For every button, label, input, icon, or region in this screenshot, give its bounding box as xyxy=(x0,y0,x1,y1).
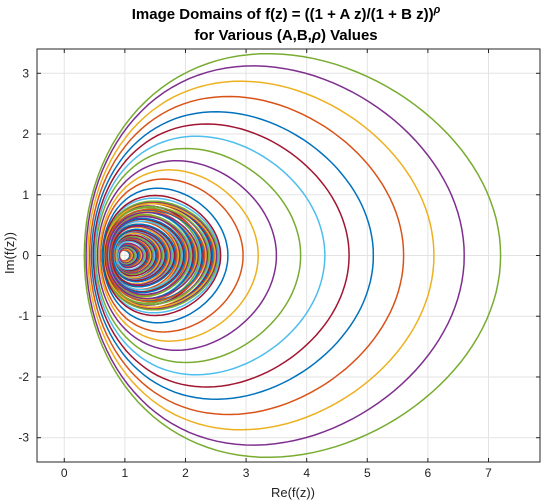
curve-series xyxy=(118,247,135,264)
x-tick-label: 4 xyxy=(303,466,310,480)
curve-series xyxy=(93,135,326,376)
curve-series xyxy=(85,65,465,446)
curve-series xyxy=(98,169,259,342)
x-axis-label: Re(f(z)) xyxy=(271,485,315,500)
curve-layer xyxy=(83,52,502,459)
curve-series xyxy=(88,95,405,416)
chart-title-superscript: ρ xyxy=(433,4,441,16)
curve-series xyxy=(99,178,244,333)
x-tick-label: 6 xyxy=(425,466,432,480)
grid-lines xyxy=(37,49,540,462)
chart-title-text: Image Domains of f(z) = ((1 + A z)/(1 + … xyxy=(132,6,434,23)
curve-series xyxy=(109,220,178,291)
x-tick-label: 7 xyxy=(485,466,492,480)
chart-title-line-2: for Various (A,B,ρ) Values xyxy=(194,27,377,44)
x-tick-label: 0 xyxy=(61,466,68,480)
chart-title-line-2-symbol: ρ xyxy=(311,27,321,44)
curve-series xyxy=(101,187,229,324)
y-tick-label: 3 xyxy=(22,66,29,80)
y-tick-label: 1 xyxy=(22,188,29,202)
chart-title-line-2-post: ) Values xyxy=(321,27,378,44)
chart-title-line-2-pre: for Various (A,B, xyxy=(194,27,312,44)
tick-layer: 0 1 2 3 4 5 6 7 -3 -2 -1 0 1 2 3 xyxy=(18,49,540,480)
x-tick-label: 3 xyxy=(243,466,250,480)
curve-series xyxy=(96,159,278,352)
curve-series xyxy=(87,80,435,431)
curve-series xyxy=(83,52,502,459)
curve-series xyxy=(116,240,147,271)
y-tick-label: -3 xyxy=(18,431,29,445)
x-tick-label: 5 xyxy=(364,466,371,480)
x-tick-label: 2 xyxy=(182,466,189,480)
x-tick-label: 1 xyxy=(122,466,129,480)
y-tick-label: -2 xyxy=(18,370,29,384)
y-tick-label: 2 xyxy=(22,127,29,141)
curve-series xyxy=(90,111,375,400)
y-axis-label: Im(f(z)) xyxy=(2,232,17,274)
curve-series xyxy=(112,228,168,283)
curve-series xyxy=(95,147,302,364)
y-tick-label: 0 xyxy=(22,249,29,263)
curve-series xyxy=(92,123,350,388)
y-tick-label: -1 xyxy=(18,309,29,323)
curve-series xyxy=(105,208,206,303)
curve-series xyxy=(106,211,199,300)
chart-title-line-1: Image Domains of f(z) = ((1 + A z)/(1 + … xyxy=(132,4,441,23)
